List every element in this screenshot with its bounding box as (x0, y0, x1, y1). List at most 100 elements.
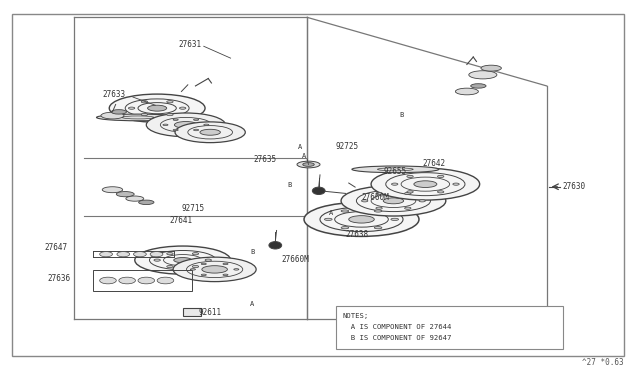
Ellipse shape (173, 257, 191, 263)
Ellipse shape (392, 183, 398, 185)
Text: 27630: 27630 (563, 182, 586, 191)
Ellipse shape (223, 263, 228, 264)
Ellipse shape (154, 259, 161, 261)
Bar (182, 308, 200, 317)
Ellipse shape (119, 277, 136, 284)
Ellipse shape (126, 196, 144, 201)
Ellipse shape (116, 192, 134, 197)
Text: 27636: 27636 (48, 274, 71, 283)
Ellipse shape (192, 266, 198, 267)
Ellipse shape (150, 251, 163, 257)
Text: 27633: 27633 (102, 90, 125, 99)
Ellipse shape (147, 113, 225, 137)
Ellipse shape (419, 200, 426, 202)
Ellipse shape (100, 277, 116, 284)
Ellipse shape (157, 277, 173, 284)
Ellipse shape (193, 129, 198, 131)
Ellipse shape (324, 218, 332, 221)
Ellipse shape (102, 187, 123, 193)
Ellipse shape (481, 65, 501, 71)
Ellipse shape (352, 166, 439, 173)
Text: A: A (302, 153, 306, 158)
Ellipse shape (200, 129, 220, 135)
Ellipse shape (167, 113, 173, 116)
Text: A: A (250, 301, 254, 307)
Ellipse shape (383, 198, 404, 204)
Text: 27642: 27642 (422, 158, 445, 167)
Ellipse shape (109, 94, 205, 122)
Ellipse shape (138, 277, 155, 284)
Text: B: B (288, 182, 292, 188)
Text: 92611: 92611 (198, 308, 222, 317)
Ellipse shape (341, 210, 349, 212)
Ellipse shape (129, 107, 135, 109)
Ellipse shape (117, 251, 130, 257)
Ellipse shape (376, 207, 382, 209)
Ellipse shape (453, 183, 460, 185)
Text: A: A (298, 144, 301, 150)
Ellipse shape (438, 191, 444, 193)
Ellipse shape (202, 266, 227, 273)
Text: 27660M: 27660M (362, 193, 389, 202)
Ellipse shape (234, 269, 239, 270)
Ellipse shape (141, 113, 148, 116)
Ellipse shape (205, 259, 211, 261)
Ellipse shape (163, 124, 168, 126)
Text: 27660M: 27660M (282, 255, 309, 264)
Text: A: A (330, 210, 333, 216)
Text: 27638: 27638 (346, 230, 369, 239)
Ellipse shape (135, 246, 230, 274)
Ellipse shape (404, 207, 411, 209)
Ellipse shape (374, 210, 382, 212)
Ellipse shape (179, 107, 186, 109)
Ellipse shape (141, 101, 148, 103)
Ellipse shape (174, 122, 197, 128)
Ellipse shape (376, 192, 382, 195)
Circle shape (269, 241, 282, 249)
Ellipse shape (167, 253, 173, 255)
Ellipse shape (190, 269, 195, 270)
Text: 27631: 27631 (179, 40, 202, 49)
Ellipse shape (470, 84, 486, 88)
Ellipse shape (341, 186, 446, 216)
Text: 27647: 27647 (45, 243, 68, 251)
Ellipse shape (468, 71, 497, 79)
Ellipse shape (204, 124, 209, 126)
Ellipse shape (341, 227, 349, 229)
Ellipse shape (111, 110, 127, 114)
Ellipse shape (167, 101, 173, 103)
Text: 27641: 27641 (169, 216, 192, 225)
Text: B: B (399, 112, 404, 118)
Text: 92655: 92655 (384, 167, 407, 176)
Ellipse shape (362, 200, 368, 202)
Ellipse shape (97, 114, 179, 121)
Ellipse shape (148, 105, 167, 111)
Ellipse shape (407, 191, 413, 193)
Ellipse shape (173, 129, 178, 131)
Text: 27635: 27635 (253, 155, 276, 164)
Ellipse shape (173, 119, 178, 121)
Text: NOTES;: NOTES; (342, 313, 369, 319)
Ellipse shape (349, 216, 374, 223)
Ellipse shape (407, 175, 413, 177)
Ellipse shape (101, 112, 124, 119)
Ellipse shape (201, 274, 206, 276)
Circle shape (312, 187, 325, 195)
Ellipse shape (304, 202, 419, 236)
Text: A IS COMPONENT OF 27644: A IS COMPONENT OF 27644 (342, 324, 452, 330)
Text: 92725: 92725 (336, 142, 359, 151)
Ellipse shape (173, 257, 256, 282)
Ellipse shape (297, 161, 320, 168)
Text: B IS COMPONENT OF 92647: B IS COMPONENT OF 92647 (342, 335, 452, 341)
Ellipse shape (134, 251, 147, 257)
Ellipse shape (223, 274, 228, 276)
Ellipse shape (371, 168, 479, 200)
Bar (93, 270, 192, 291)
Ellipse shape (303, 163, 314, 166)
Text: 92715: 92715 (182, 205, 205, 214)
Ellipse shape (175, 122, 245, 142)
Text: B: B (251, 249, 255, 255)
Ellipse shape (391, 218, 399, 221)
Ellipse shape (139, 200, 154, 205)
Ellipse shape (192, 253, 198, 255)
